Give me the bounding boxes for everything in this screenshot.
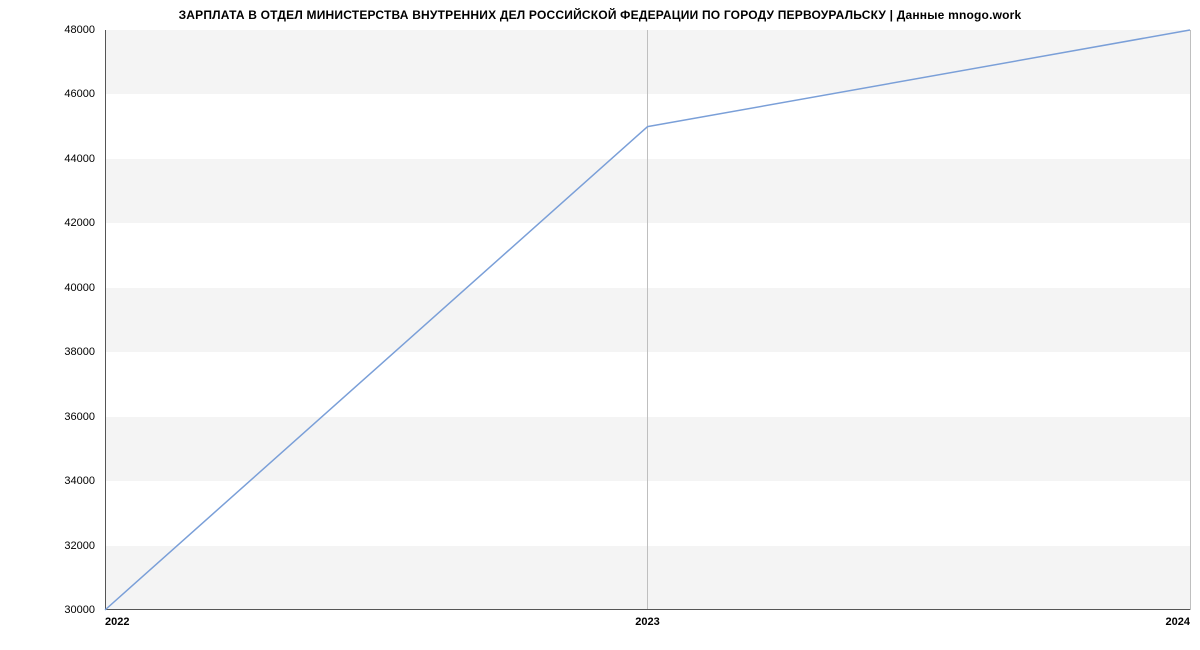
line-layer [105,30,1190,610]
y-tick-label: 44000 [0,153,95,165]
x-tick-label: 2024 [1166,616,1190,628]
x-tick-label: 2023 [635,616,659,628]
y-tick-label: 34000 [0,475,95,487]
series-line [105,30,1190,610]
plot-area: 3000032000340003600038000400004200044000… [105,30,1190,610]
y-tick-label: 40000 [0,282,95,294]
y-tick-label: 48000 [0,24,95,36]
y-tick-label: 46000 [0,88,95,100]
y-tick-label: 30000 [0,604,95,616]
y-tick-label: 36000 [0,411,95,423]
x-tick-label: 2022 [105,616,129,628]
y-tick-label: 42000 [0,217,95,229]
y-tick-label: 38000 [0,346,95,358]
salary-line-chart: ЗАРПЛАТА В ОТДЕЛ МИНИСТЕРСТВА ВНУТРЕННИХ… [0,0,1200,650]
chart-title: ЗАРПЛАТА В ОТДЕЛ МИНИСТЕРСТВА ВНУТРЕННИХ… [0,8,1200,22]
y-tick-label: 32000 [0,540,95,552]
